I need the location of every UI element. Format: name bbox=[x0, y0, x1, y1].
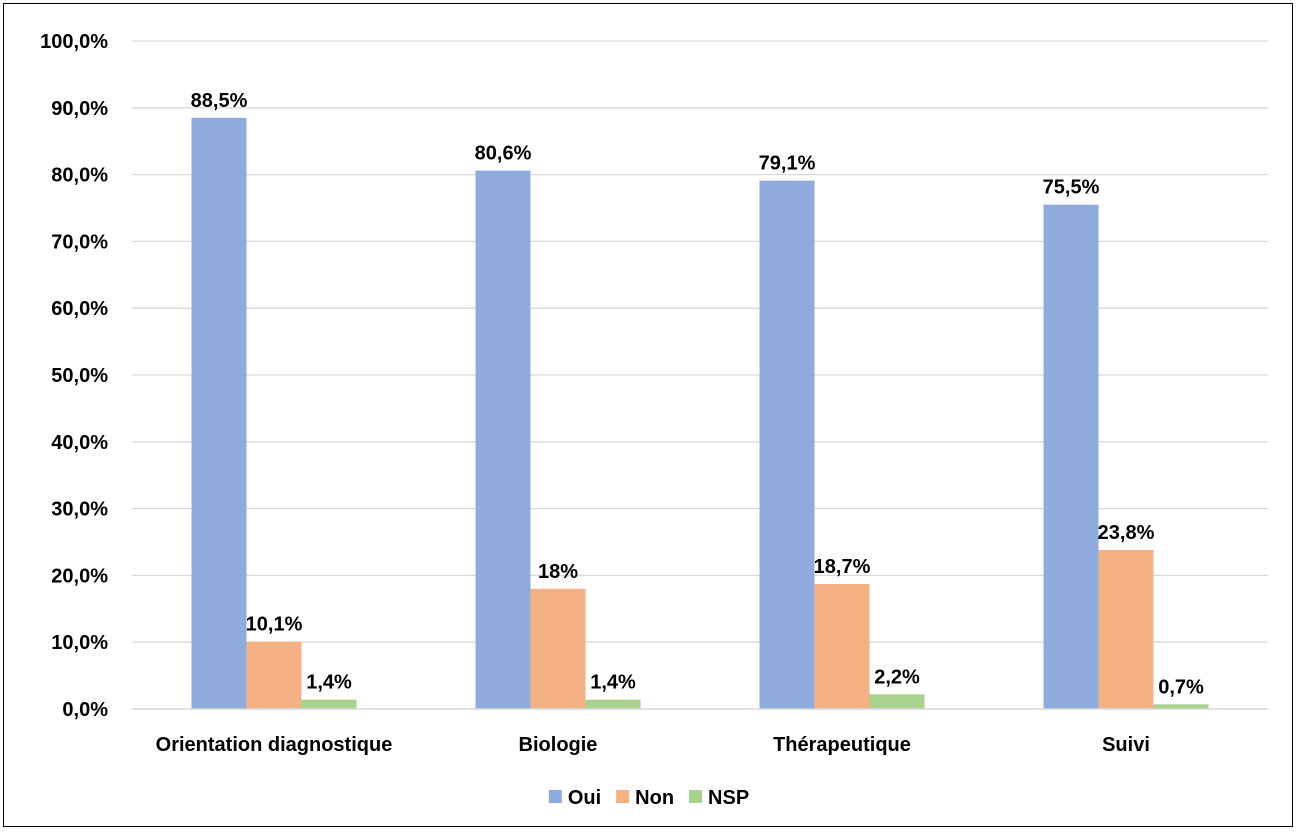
bar-nsp-2 bbox=[585, 699, 641, 709]
bar-oui-2 bbox=[475, 170, 531, 710]
data-label: 0,7% bbox=[1158, 676, 1204, 698]
x-axis: Orientation diagnostique Biologie Thérapeu… bbox=[132, 708, 1268, 756]
y-tick-label: 50,0% bbox=[51, 365, 108, 387]
data-label: 23,8% bbox=[1098, 522, 1155, 544]
x-category-label: Biologie bbox=[519, 734, 598, 756]
data-label: 1,4% bbox=[306, 672, 352, 694]
y-tick-label: 60,0% bbox=[51, 298, 108, 320]
data-label: 10,1% bbox=[246, 614, 303, 636]
legend-label: NSP bbox=[708, 787, 749, 809]
bar-non-4 bbox=[1098, 550, 1154, 709]
y-tick-label: 100,0% bbox=[40, 31, 108, 53]
bar-oui-4 bbox=[1043, 204, 1099, 709]
x-category-label: Suivi bbox=[1102, 734, 1150, 756]
bar-oui-1 bbox=[191, 117, 247, 709]
y-tick-label: 10,0% bbox=[51, 632, 108, 654]
legend-swatch-nsp bbox=[689, 790, 703, 803]
data-label: 2,2% bbox=[874, 666, 920, 688]
data-label: 1,4% bbox=[590, 672, 636, 694]
bar-non-2 bbox=[530, 588, 586, 709]
y-tick-label: 90,0% bbox=[51, 98, 108, 120]
legend-swatch-non bbox=[616, 790, 630, 803]
y-tick-label: 70,0% bbox=[51, 231, 108, 253]
data-label: 18,7% bbox=[814, 556, 871, 578]
bar-oui-3 bbox=[759, 180, 815, 709]
x-category-label: Orientation diagnostique bbox=[156, 734, 393, 756]
data-label: 88,5% bbox=[191, 90, 248, 112]
legend-label: Oui bbox=[568, 787, 601, 809]
bar-non-1 bbox=[246, 641, 302, 709]
bars bbox=[191, 117, 1209, 710]
y-tick-label: 20,0% bbox=[51, 565, 108, 587]
data-label: 80,6% bbox=[475, 143, 532, 165]
y-tick-label: 80,0% bbox=[51, 165, 108, 187]
data-label: 79,1% bbox=[759, 153, 816, 175]
y-tick-label: 40,0% bbox=[51, 432, 108, 454]
bar-nsp-4 bbox=[1153, 704, 1209, 709]
data-label: 75,5% bbox=[1043, 177, 1100, 199]
data-label: 18% bbox=[538, 561, 578, 583]
legend: Oui Non NSP bbox=[548, 787, 749, 809]
legend-swatch-oui bbox=[548, 790, 562, 803]
legend-label: Non bbox=[635, 787, 674, 809]
y-tick-label: 30,0% bbox=[51, 499, 108, 521]
y-axis: 0,0% 10,0% 20,0% 30,0% 40,0% 50,0% 60,0% 70,0% 8… bbox=[40, 31, 108, 721]
bar-nsp-1 bbox=[301, 699, 357, 709]
bar-non-3 bbox=[814, 584, 870, 709]
x-category-label: Thérapeutique bbox=[773, 734, 911, 756]
bar-nsp-3 bbox=[869, 694, 925, 709]
y-tick-label: 0,0% bbox=[62, 699, 108, 721]
data-labels: 88,5% 10,1% 1,4% 80,6% 18% 1,4% 79,1% 18,7% 2,2%… bbox=[191, 90, 1204, 699]
